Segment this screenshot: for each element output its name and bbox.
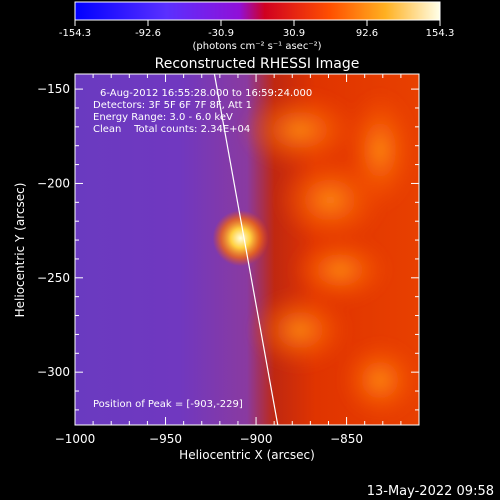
x-tick-label: −950 xyxy=(149,432,182,446)
colorbar-tick-label: 92.6 xyxy=(356,28,378,39)
plot-frame xyxy=(74,73,420,426)
colorbar-tick-label: -154.3 xyxy=(59,28,91,39)
colorbar-tick-label: 154.3 xyxy=(426,28,455,39)
heatmap-image xyxy=(75,74,419,425)
chart-title: Reconstructed RHESSI Image xyxy=(155,56,360,72)
y-tick-label: −150 xyxy=(37,82,70,96)
peak-source xyxy=(212,210,269,267)
colorbar-tick-label: -92.6 xyxy=(135,28,161,39)
annotation-energy: Energy Range: 3.0 - 6.0 keV xyxy=(93,112,233,123)
annotation-time: 6-Aug-2012 16:55:28.000 to 16:59:24.000 xyxy=(100,88,312,99)
x-tick-label: −1000 xyxy=(55,432,96,446)
colorbar xyxy=(74,1,441,21)
x-tick-label: −850 xyxy=(330,432,363,446)
colorbar-tick-label: 30.9 xyxy=(283,28,305,39)
solar-limb-line xyxy=(213,74,279,425)
annotation-detectors: Detectors: 3F 5F 6F 7F 8F, Att 1 xyxy=(93,100,252,111)
y-tick-label: −300 xyxy=(37,365,70,379)
x-axis-label: Heliocentric X (arcsec) xyxy=(179,448,315,462)
footer-date: 13-May-2022 09:58 xyxy=(367,484,494,499)
y-axis-label: Heliocentric Y (arcsec) xyxy=(13,183,27,318)
x-axis-ticks: −1000 −950 −900 −850 xyxy=(55,74,420,446)
colorbar-ticks: -154.3 -92.6 -30.9 30.9 92.6 154.3 xyxy=(59,20,454,39)
annotation-clean: Clean Total counts: 2.34E+04 xyxy=(93,124,250,135)
y-tick-label: −250 xyxy=(37,271,70,285)
annotation-peak: Position of Peak = [-903,-229] xyxy=(93,399,243,410)
colorbar-units: (photons cm⁻² s⁻¹ asec⁻²) xyxy=(192,41,321,52)
y-tick-label: −200 xyxy=(37,176,70,190)
y-axis-ticks: −150 −200 −250 −300 xyxy=(37,82,419,411)
x-tick-label: −900 xyxy=(240,432,273,446)
colorbar-tick-label: -30.9 xyxy=(208,28,234,39)
